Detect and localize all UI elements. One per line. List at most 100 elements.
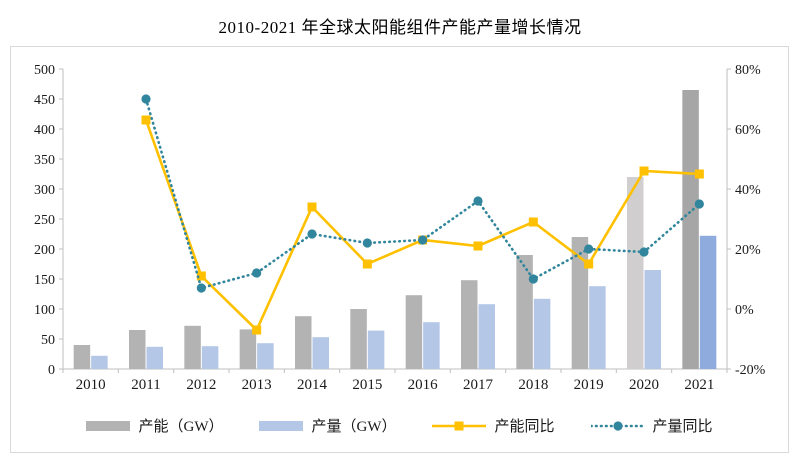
marker-production-yoy-2016 (418, 235, 428, 245)
marker-production-yoy-2015 (362, 238, 372, 248)
right-axis-tick-label: 20% (735, 243, 761, 258)
x-axis-category-label: 2020 (629, 377, 659, 393)
bar-capacity-2011 (129, 330, 146, 369)
bar-production-2021 (699, 235, 717, 369)
x-axis-category-label: 2016 (408, 377, 439, 393)
legend-item-capacity: 产能（GW） (86, 415, 223, 436)
x-axis-category-label: 2011 (131, 377, 160, 393)
legend-label-production: 产量（GW） (311, 419, 397, 435)
marker-capacity-yoy-2013 (252, 325, 262, 335)
marker-production-yoy-2014 (307, 229, 317, 239)
left-axis-tick-label: 350 (34, 153, 55, 168)
chart-legend: 产能（GW） 产量（GW） 产能同比 产量同比 (11, 415, 788, 436)
legend-item-capacity-yoy: 产能同比 (432, 415, 555, 436)
bar-production-2012 (201, 346, 219, 369)
right-axis-tick-label: 40% (735, 183, 761, 198)
bar-capacity-2020 (627, 177, 644, 369)
marker-production-yoy-2017 (473, 196, 483, 206)
legend-swatch-capacity-bar (86, 420, 131, 432)
bar-production-2017 (478, 304, 495, 369)
legend-swatch-capacity-yoy-line (432, 420, 487, 432)
marker-capacity-yoy-2020 (639, 166, 649, 176)
bar-production-2018 (533, 298, 551, 369)
marker-capacity-yoy-2018 (528, 217, 538, 227)
x-axis-category-label: 2021 (684, 377, 714, 393)
marker-production-yoy-2011 (141, 94, 151, 104)
chart-title: 2010-2021 年全球太阳能组件产能产量增长情况 (218, 18, 582, 37)
bar-capacity-2021 (682, 90, 699, 369)
bar-production-2013 (257, 343, 274, 369)
bar-capacity-2015 (350, 309, 367, 369)
legend-item-production: 产量（GW） (259, 415, 396, 436)
marker-production-yoy-2020 (639, 247, 649, 257)
left-axis-tick-label: 500 (34, 63, 55, 78)
production-yoy-polyline (144, 97, 701, 290)
left-axis-tick-label: 50 (41, 333, 55, 348)
x-axis-category-label: 2017 (463, 377, 494, 393)
left-axis-tick-label: 150 (34, 273, 55, 288)
x-axis-category-label: 2012 (186, 377, 216, 393)
bar-production-2020 (644, 270, 661, 369)
x-axis-category-label: 2010 (76, 377, 106, 393)
marker-production-yoy-2021 (694, 199, 704, 209)
marker-capacity-yoy-2021 (694, 169, 704, 179)
right-axis-tick-label: -20% (735, 363, 766, 378)
legend-label-capacity-yoy: 产能同比 (494, 419, 555, 435)
x-axis-category-label: 2013 (242, 377, 272, 393)
bar-production-2019 (589, 286, 606, 369)
chart-plot-area: 0 50 100 150 200 250 300 350 400 450 500 -20% 0% 20% 4… (34, 63, 766, 393)
bar-capacity-2018 (516, 255, 533, 369)
legend-swatch-production-yoy-line (590, 420, 645, 432)
left-axis-tick-label: 300 (34, 183, 55, 198)
marker-production-yoy-2018 (528, 274, 538, 284)
bar-production-2010 (91, 355, 108, 369)
legend-swatch-graphic (432, 421, 487, 430)
right-axis-tick-label: 80% (735, 63, 761, 78)
right-axis-tick-label: 0% (735, 303, 754, 318)
series-capacity-yoy-line (141, 115, 704, 335)
legend-swatch-graphic (590, 420, 645, 431)
bar-capacity-2012 (184, 325, 201, 369)
marker-production-yoy-2012 (196, 283, 206, 293)
legend-swatch-graphic (86, 420, 131, 431)
left-axis-tick-label: 100 (34, 303, 55, 318)
legend-item-production-yoy: 产量同比 (590, 415, 713, 436)
legend-label-production-yoy: 产量同比 (652, 419, 713, 435)
bar-capacity-2019 (571, 237, 589, 369)
marker-production-yoy-2019 (584, 244, 594, 254)
bar-production-2015 (367, 330, 385, 369)
series-production-bars (91, 235, 717, 369)
legend-swatch-graphic (259, 420, 304, 431)
legend-swatch-production-bar (259, 420, 304, 432)
x-axis-category-label: 2015 (352, 377, 382, 393)
marker-capacity-yoy-2019 (584, 259, 594, 269)
marker-capacity-yoy-2011 (141, 115, 151, 125)
bar-production-2016 (423, 322, 440, 369)
x-axis-category-label: 2018 (518, 377, 548, 393)
marker-capacity-yoy-2012 (196, 271, 206, 281)
bar-capacity-2017 (461, 280, 478, 369)
marker-capacity-yoy-2015 (362, 259, 372, 269)
x-axis-category-label: 2019 (574, 377, 604, 393)
bar-production-2014 (312, 337, 329, 369)
marker-capacity-yoy-2017 (473, 241, 483, 251)
capacity-yoy-polyline (144, 119, 700, 333)
bar-capacity-2016 (405, 295, 423, 369)
legend-label-capacity: 产能（GW） (138, 419, 224, 435)
bar-capacity-2013 (239, 329, 257, 369)
bar-capacity-2014 (295, 316, 312, 369)
marker-capacity-yoy-2014 (307, 202, 317, 212)
series-production-yoy-line (141, 94, 704, 293)
series-capacity-bars (73, 90, 699, 369)
left-axis-tick-label: 0 (48, 363, 55, 378)
chart-frame: 0 50 100 150 200 250 300 350 400 450 500 -20% 0% 20% 4… (10, 46, 789, 453)
left-axis-tick-label: 450 (34, 93, 55, 108)
marker-production-yoy-2013 (252, 268, 262, 278)
bar-production-2011 (146, 346, 163, 369)
left-axis-tick-label: 250 (34, 213, 55, 228)
bar-capacity-2010 (73, 345, 91, 369)
left-axis-tick-label: 400 (34, 123, 55, 138)
x-axis-category-label: 2014 (297, 377, 328, 393)
right-axis-tick-label: 60% (735, 123, 761, 138)
left-axis-tick-label: 200 (34, 243, 55, 258)
